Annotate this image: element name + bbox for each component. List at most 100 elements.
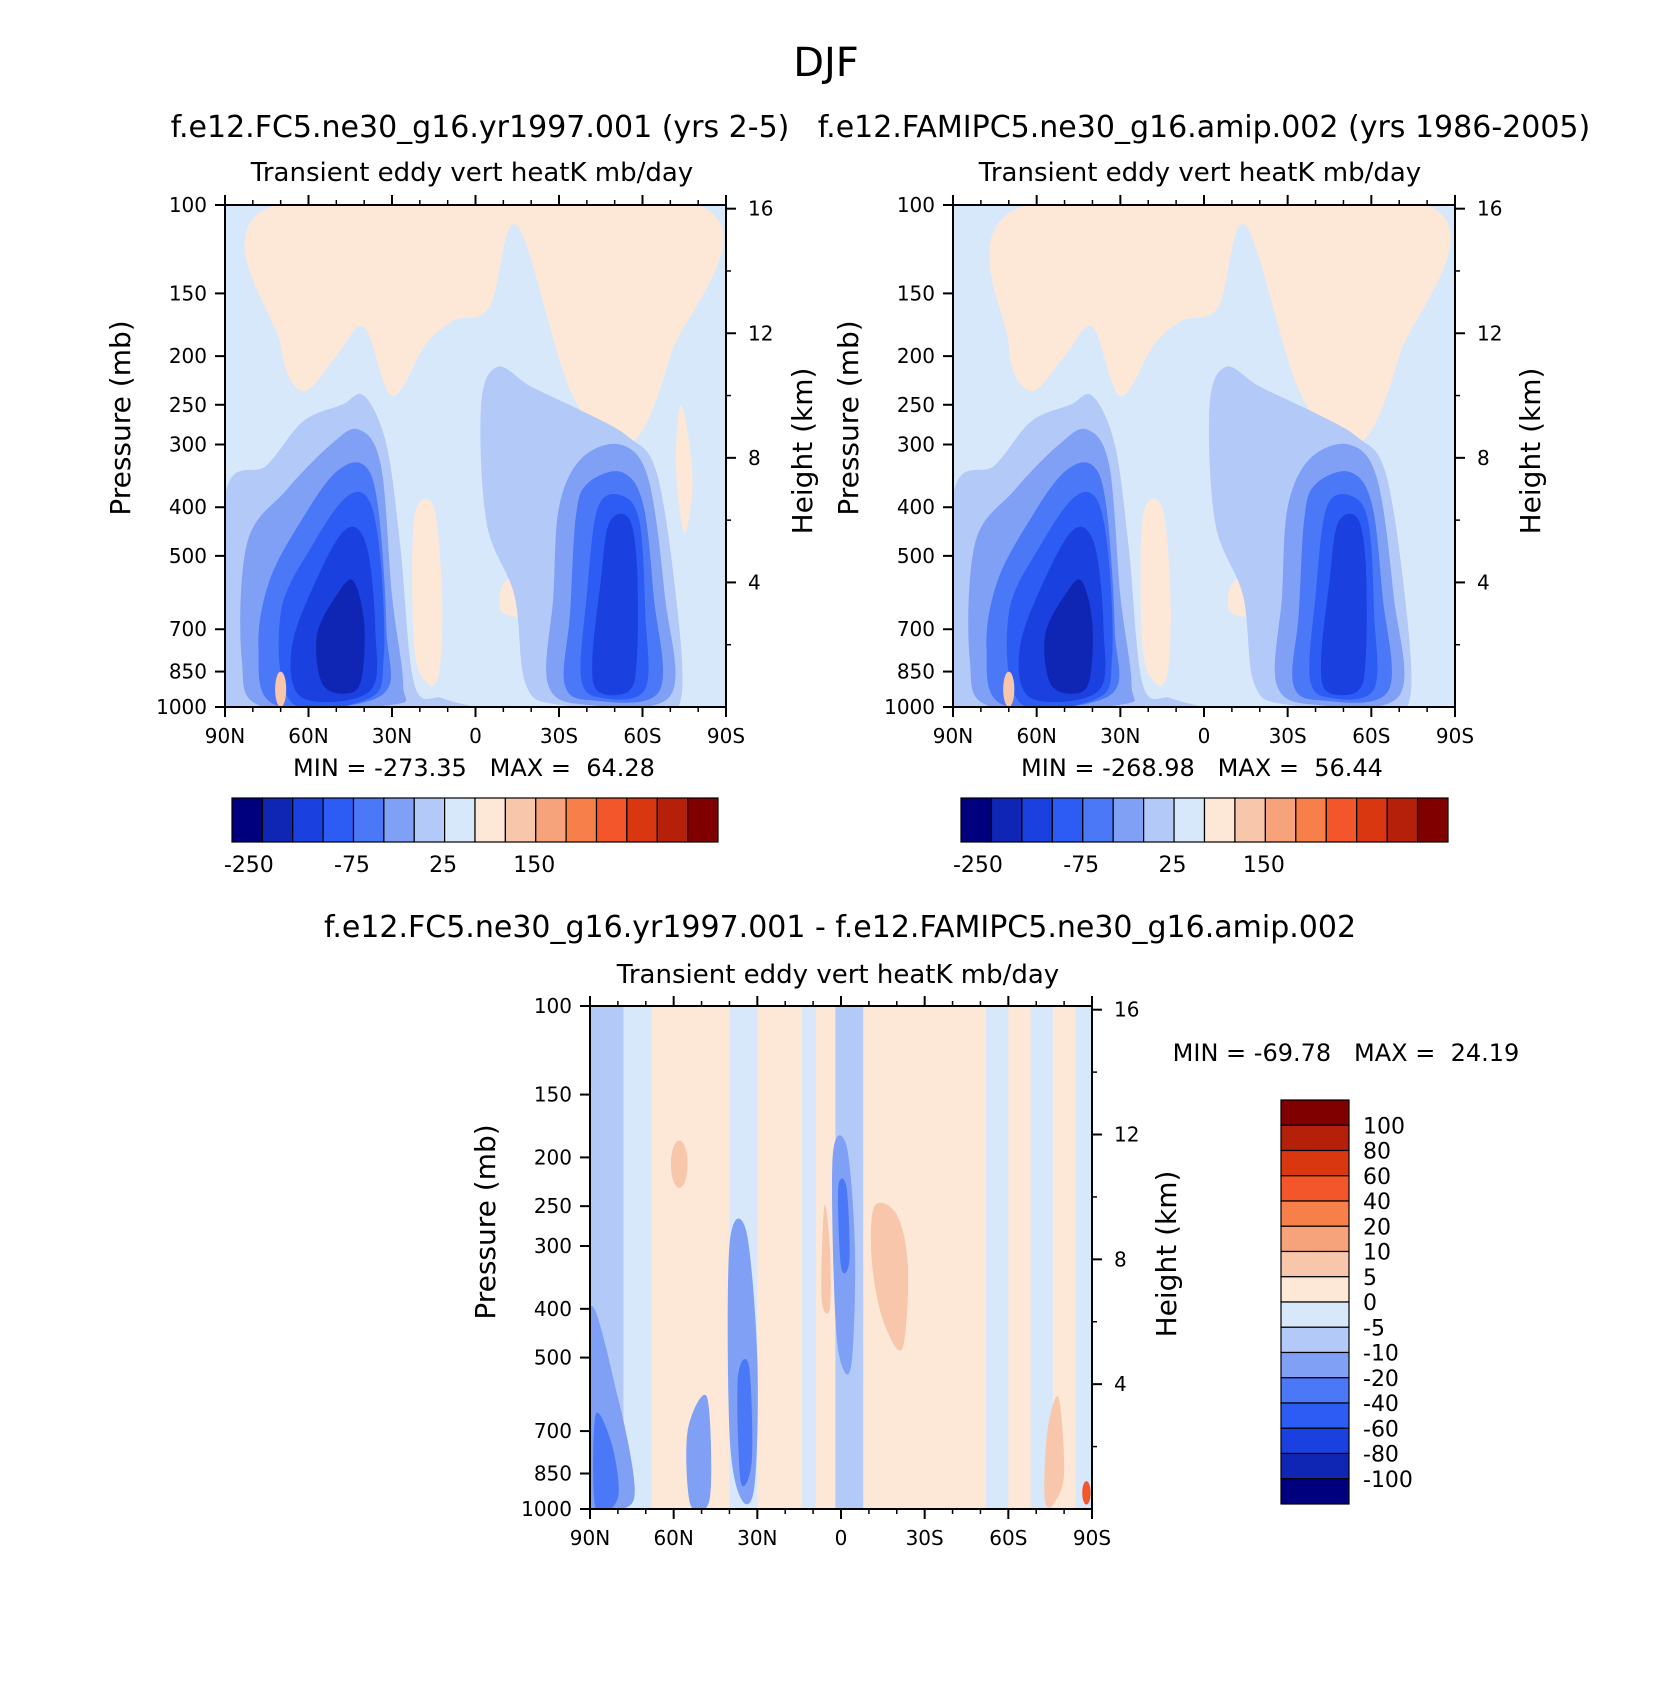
colorbar-label: 150 — [513, 853, 555, 878]
colorbar-swatch — [1280, 1124, 1350, 1152]
panel-1-subtitle: f.e12.FC5.ne30_g16.yr1997.001 (yrs 2-5) — [171, 110, 790, 145]
colorbar-swatch — [1234, 797, 1266, 843]
y-tick-label: 1000 — [884, 695, 935, 719]
y2-tick-label: 16 — [1477, 197, 1502, 221]
x-tick-label: 90S — [707, 724, 745, 748]
x-tick-label: 60S — [623, 724, 661, 748]
x-tick-label: 90S — [1073, 1526, 1111, 1550]
colorbar-swatch — [687, 797, 719, 843]
negative-nh-6 — [316, 579, 365, 694]
positive-upper-region — [244, 205, 724, 446]
colorbar-swatch — [1280, 1452, 1350, 1480]
y2-tick-label: 8 — [1477, 446, 1490, 470]
y2-tick-label: 16 — [748, 197, 773, 221]
y-tick-label: 300 — [169, 433, 207, 457]
difference-band — [1075, 1006, 1092, 1509]
colorbar-label: 100 — [1363, 1114, 1405, 1139]
colorbar-swatch — [1280, 1427, 1350, 1455]
x-tick-label: 0 — [469, 724, 482, 748]
colorbar-label: -100 — [1363, 1468, 1413, 1493]
y-tick-label: 150 — [897, 281, 935, 305]
panel-3-subtitle: f.e12.FC5.ne30_g16.yr1997.001 - f.e12.FA… — [324, 910, 1356, 945]
colorbar-swatch — [444, 797, 476, 843]
y-tick-label: 200 — [897, 344, 935, 368]
colorbar-label: -10 — [1363, 1342, 1399, 1367]
colorbar-swatch — [960, 797, 993, 843]
x-tick-label: 90S — [1436, 724, 1474, 748]
x-tick-label: 30N — [1100, 724, 1140, 748]
x-tick-label: 90N — [570, 1526, 610, 1550]
x-tick-label: 0 — [835, 1526, 848, 1550]
y2-tick-label: 4 — [1114, 1372, 1127, 1396]
colorbar-swatch — [626, 797, 658, 843]
colorbar-label: -250 — [224, 853, 274, 878]
positive-eq-thin — [821, 1204, 831, 1314]
y2-tick-label: 12 — [748, 321, 773, 345]
colorbar-swatch — [1203, 797, 1236, 843]
difference-band — [1030, 1006, 1053, 1509]
panel-3-y2label: Height (km) — [1150, 1171, 1183, 1338]
colorbar-label: 10 — [1363, 1241, 1391, 1266]
difference-band — [623, 1006, 652, 1509]
colorbar-swatch — [1356, 797, 1388, 843]
colorbar-swatch — [1280, 1478, 1350, 1505]
panel-3-stats: MIN = -69.78 MAX = 24.19 — [1173, 1039, 1520, 1067]
negative-sh-5 — [1320, 513, 1367, 696]
y-tick-label: 500 — [534, 1346, 572, 1370]
y-tick-label: 850 — [534, 1461, 572, 1485]
x-tick-label: 60N — [653, 1526, 693, 1550]
negative-eq-core — [837, 1178, 850, 1274]
y-tick-label: 1000 — [521, 1497, 572, 1521]
positive-nh-spot — [670, 1140, 688, 1188]
x-tick-label: 60N — [288, 724, 328, 748]
panel-2-stats: MIN = -268.98 MAX = 56.44 — [1021, 754, 1383, 782]
colorbar-swatch — [1280, 1276, 1350, 1303]
positive-nh-tropics — [1140, 498, 1171, 686]
y-tick-label: 500 — [897, 544, 935, 568]
colorbar-swatch — [474, 797, 506, 843]
colorbar-swatch — [504, 797, 537, 843]
positive-upper-region — [989, 205, 1451, 446]
colorbar-label: 25 — [1159, 853, 1187, 878]
y-tick-label: 1000 — [156, 695, 207, 719]
panel-2-colorbar: -250 -75 25 150 — [953, 797, 1449, 878]
negative-sh-5 — [592, 513, 638, 696]
colorbar-label: -75 — [334, 853, 370, 878]
panel-3-ylabel: Pressure (mb) — [469, 1124, 502, 1319]
panel-3: f.e12.FC5.ne30_g16.yr1997.001 - f.e12.FA… — [324, 910, 1519, 1550]
y-tick-label: 100 — [534, 994, 572, 1018]
panel-1-stats: MIN = -273.35 MAX = 64.28 — [293, 754, 655, 782]
colorbar-label: -75 — [1063, 853, 1099, 878]
y-tick-label: 700 — [534, 1419, 572, 1443]
colorbar-swatch — [1143, 797, 1175, 843]
positive-sh — [870, 1202, 909, 1351]
y-tick-label: 100 — [169, 193, 207, 217]
colorbar-swatch — [1386, 797, 1419, 843]
positive-strip — [675, 404, 693, 533]
colorbar-label: -80 — [1363, 1443, 1399, 1468]
colorbar-swatch — [1280, 1351, 1350, 1379]
colorbar-swatch — [1280, 1377, 1350, 1404]
y-tick-label: 200 — [169, 344, 207, 368]
colorbar-label: -40 — [1363, 1392, 1399, 1417]
x-tick-label: 60S — [989, 1526, 1027, 1550]
colorbar-swatch — [383, 797, 415, 843]
negative-midlat-core — [737, 1358, 753, 1487]
colorbar-swatch — [1021, 797, 1053, 843]
panel-1-y2label: Height (km) — [786, 368, 819, 535]
colorbar-label: -20 — [1363, 1367, 1399, 1392]
colorbar-swatch — [1280, 1301, 1350, 1328]
colorbar-swatch — [322, 797, 355, 843]
y-tick-label: 100 — [897, 193, 935, 217]
difference-band — [896, 1006, 987, 1509]
positive-surface-spot — [275, 671, 287, 707]
y-tick-label: 250 — [897, 393, 935, 417]
y2-tick-label: 8 — [748, 446, 761, 470]
colorbar-label: -60 — [1363, 1417, 1399, 1442]
colorbar-label: 80 — [1363, 1140, 1391, 1165]
negative-nh-surface-core — [593, 1412, 619, 1509]
positive-nh-tropics — [412, 498, 443, 686]
panel-2-ylabel: Pressure (mb) — [832, 320, 865, 515]
panel-2-subtitle: f.e12.FAMIPC5.ne30_g16.amip.002 (yrs 198… — [818, 110, 1590, 145]
